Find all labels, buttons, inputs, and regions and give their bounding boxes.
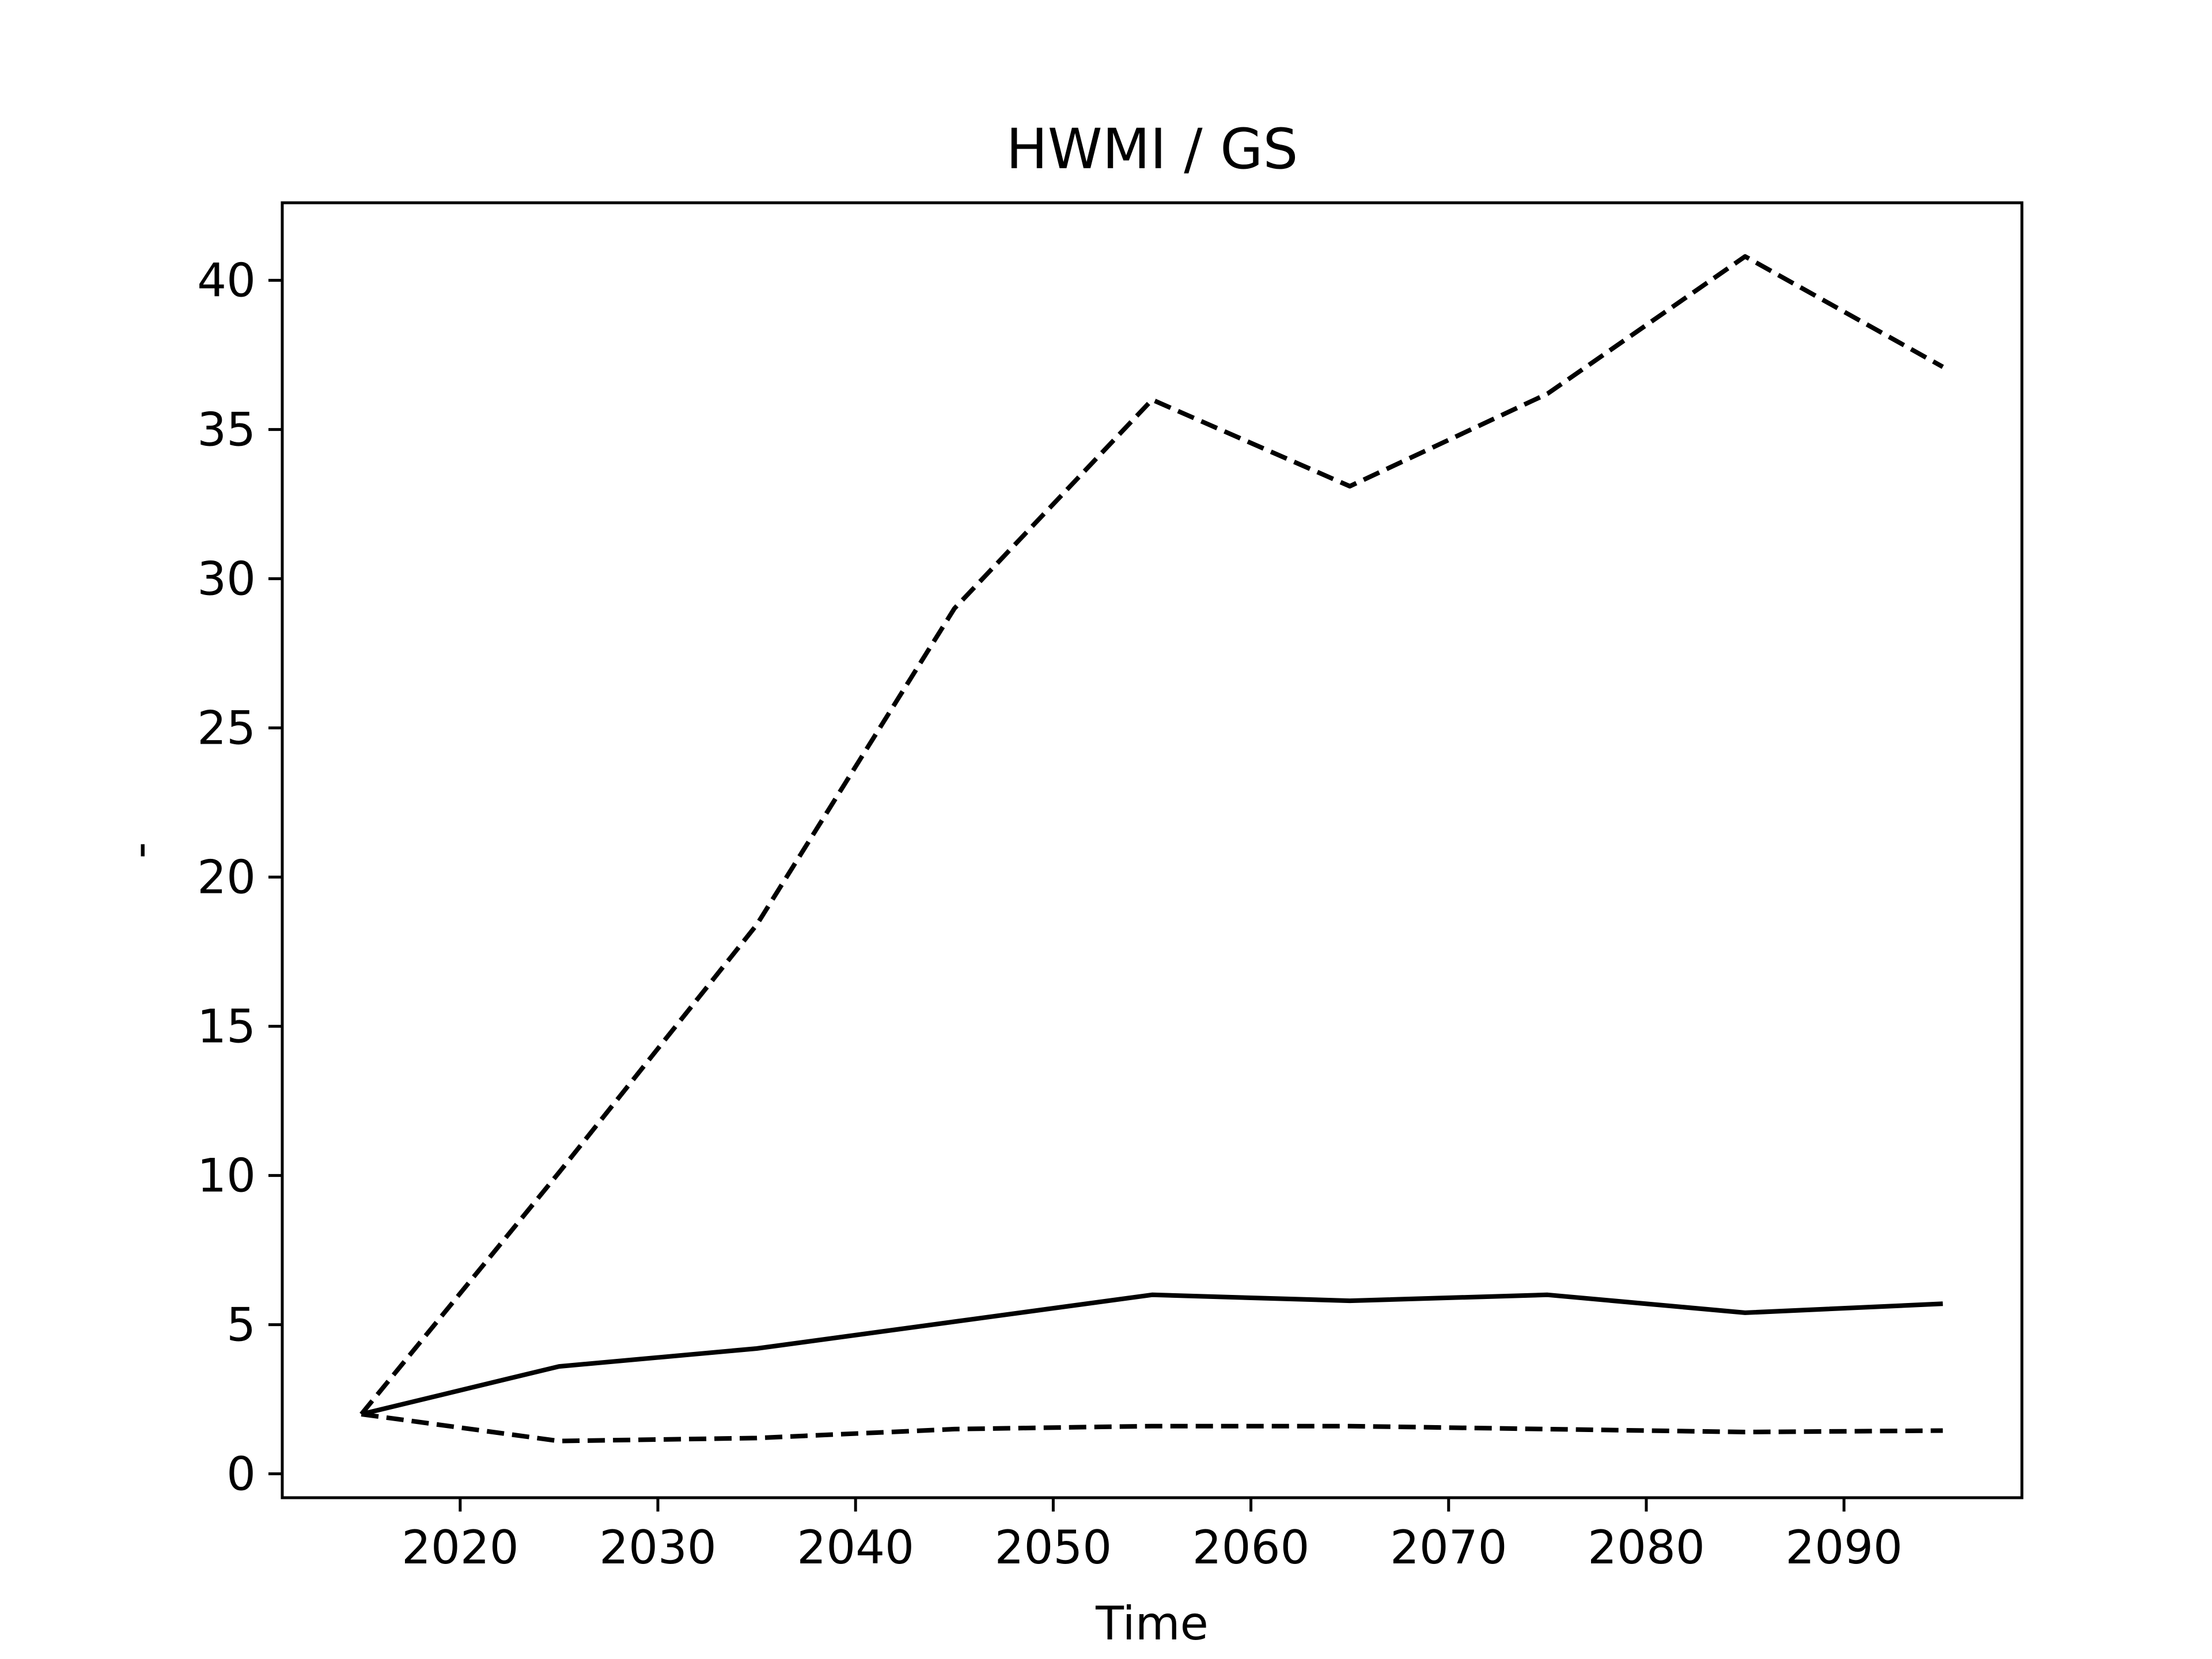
x-axis-title: Time	[1095, 1597, 1209, 1650]
y-tick-label-8: 40	[197, 254, 256, 308]
x-tick-label-0: 2020	[402, 1521, 519, 1574]
x-tick-label-7: 2090	[1785, 1521, 1903, 1574]
chart-title: HWMI / GS	[1006, 117, 1298, 181]
y-tick-label-4: 20	[197, 851, 256, 904]
y-tick-label-7: 35	[197, 403, 256, 457]
x-tick-label-6: 2080	[1588, 1521, 1705, 1574]
y-tick-label-5: 25	[197, 702, 256, 755]
y-tick-label-3: 15	[197, 1000, 256, 1054]
tick-layer: 2020 2030 2040 2050 2060 2070 2080 209005101520…	[197, 254, 1903, 1574]
x-tick-label-2: 2040	[797, 1521, 914, 1574]
y-tick-label-1: 5	[226, 1298, 256, 1352]
y-tick-label-6: 30	[197, 552, 256, 606]
y-tick-label-0: 0	[226, 1448, 256, 1501]
x-tick-label-3: 2050	[995, 1521, 1112, 1574]
x-tick-label-1: 2030	[599, 1521, 717, 1574]
plot-frame	[281, 201, 2024, 1499]
y-tick-label-2: 10	[197, 1149, 256, 1203]
series-line-0-solid	[361, 1292, 1943, 1416]
series-layer	[359, 254, 1944, 1444]
x-tick-label-5: 2070	[1390, 1521, 1508, 1574]
series-line-1-dashed	[359, 254, 1944, 1416]
x-tick-label-4: 2060	[1192, 1521, 1310, 1574]
y-axis-title: -	[113, 842, 166, 859]
series-line-2-dashed	[361, 1412, 1943, 1444]
